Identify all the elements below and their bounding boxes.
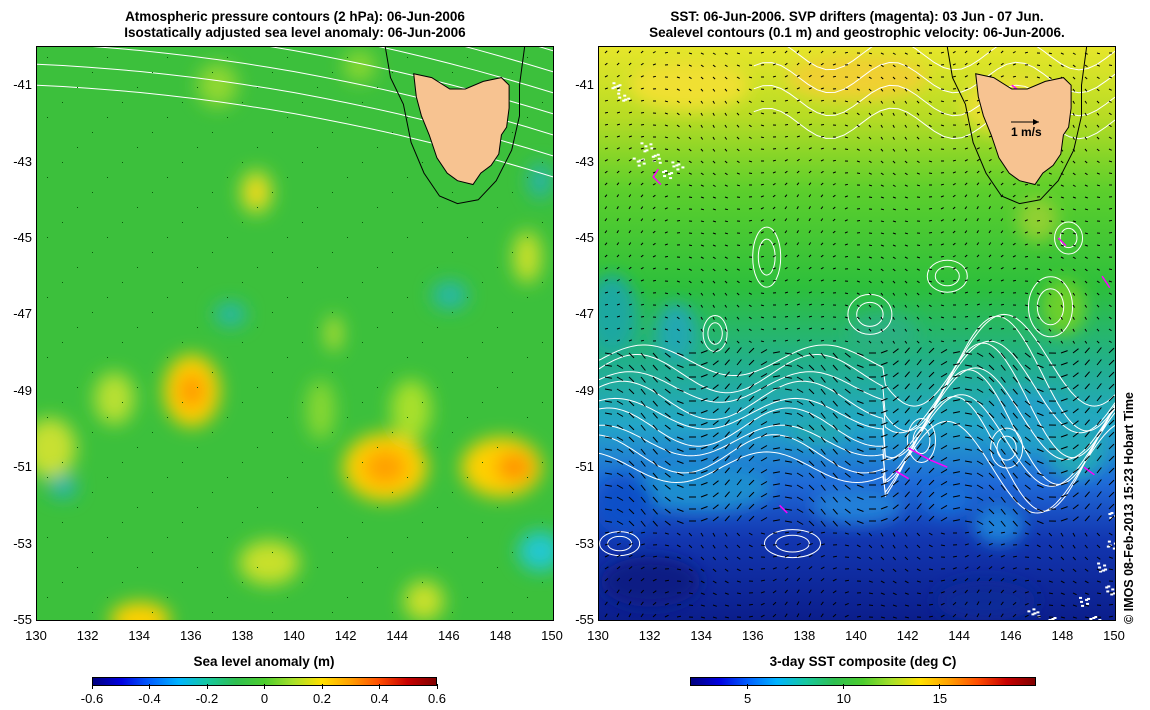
- colorbar-tick-mark: [436, 684, 438, 689]
- colorbar-tick-mark: [264, 684, 265, 689]
- geostrophic-velocity-vectors: [604, 50, 1115, 619]
- colorbar-tick-label: 5: [744, 691, 752, 706]
- x-tick-label: 132: [76, 628, 99, 643]
- sst-colorbar: [690, 677, 1036, 686]
- x-tick-label: 138: [793, 628, 816, 643]
- y-tick-label: -45: [13, 230, 32, 245]
- sealevel-contours: [599, 47, 1115, 559]
- colorbar-tick-label: 0.6: [427, 691, 447, 706]
- copyright-label: © IMOS 08-Feb-2013 15:23 Hobart Time: [1122, 392, 1136, 624]
- x-tick-label: 150: [541, 628, 563, 643]
- y-tick-label: -45: [575, 230, 594, 245]
- y-tick-label: -49: [13, 382, 32, 398]
- y-tick-label: -51: [13, 459, 32, 475]
- x-tick-label: 136: [179, 628, 202, 643]
- coastline-contour: [384, 47, 526, 205]
- coastline-contour: [946, 47, 1088, 205]
- x-tick-label: 130: [587, 628, 609, 643]
- colorbar-tick-mark: [321, 684, 323, 689]
- left-title-line1: Atmospheric pressure contours (2 hPa): 0…: [125, 9, 465, 24]
- colorbar-tick-mark: [149, 684, 150, 689]
- x-tick-label: 146: [999, 628, 1022, 643]
- y-tick-label: -43: [575, 153, 594, 169]
- x-tick-label: 146: [437, 628, 460, 643]
- x-tick-label: 134: [690, 628, 713, 643]
- x-tick-label: 134: [128, 628, 151, 643]
- colorbar-tick-label: 15: [932, 691, 948, 706]
- colorbar-tick-label: -0.4: [138, 691, 161, 706]
- colorbar-tick-label: 10: [836, 691, 851, 706]
- svp-drifter-tracks: [652, 84, 1111, 514]
- sst-map: 1 m/s: [598, 46, 1116, 621]
- y-tick-label: -47: [575, 306, 594, 322]
- x-tick-label: 144: [386, 628, 409, 643]
- colorbar-tick-mark: [206, 684, 208, 689]
- x-tick-label: 140: [283, 628, 305, 643]
- colorbar-tick-mark: [939, 684, 941, 689]
- left-colorbar-title: Sea level anomaly (m): [193, 654, 335, 669]
- y-tick-label: -53: [13, 535, 32, 551]
- x-tick-label: 140: [845, 628, 867, 643]
- x-tick-label: 144: [948, 628, 971, 643]
- y-tick-label: -43: [13, 153, 32, 169]
- x-tick-label: 138: [231, 628, 254, 643]
- velocity-scale-arrow: [1011, 119, 1039, 125]
- colorbar-tick-label: -0.2: [195, 691, 219, 706]
- x-tick-label: 136: [741, 628, 764, 643]
- y-tick-label: -51: [575, 459, 594, 475]
- tasmania-land: [975, 73, 1072, 186]
- x-tick-label: 148: [1051, 628, 1074, 643]
- left-title-line2: Isostatically adjusted sea level anomaly…: [124, 25, 466, 40]
- x-tick-label: 142: [334, 628, 357, 643]
- right-colorbar-title: 3-day SST composite (deg C): [769, 654, 957, 669]
- colorbar-tick-mark: [843, 684, 845, 689]
- colorbar-tick-label: 0: [260, 691, 269, 706]
- y-tick-label: -53: [575, 535, 594, 551]
- colorbar-tick-mark: [91, 684, 93, 689]
- y-tick-label: -55: [13, 612, 32, 627]
- x-tick-label: 142: [896, 628, 919, 643]
- x-tick-label: 148: [489, 628, 512, 643]
- x-tick-label: 130: [25, 628, 47, 643]
- y-tick-label: -49: [575, 382, 594, 398]
- y-tick-label: -41: [575, 77, 594, 93]
- tasmania-land: [413, 73, 510, 186]
- colorbar-tick-label: 0.4: [370, 691, 389, 706]
- colorbar-tick-mark: [747, 684, 749, 689]
- colorbar-tick-label: 0.2: [312, 691, 332, 706]
- y-tick-label: -41: [13, 77, 32, 93]
- x-tick-label: 132: [638, 628, 661, 643]
- right-title-line2: Sealevel contours (0.1 m) and geostrophi…: [649, 25, 1065, 40]
- y-tick-label: -55: [575, 612, 594, 627]
- colorbar-tick-label: -0.6: [80, 691, 104, 706]
- cloud-gaps: [611, 82, 1115, 620]
- colorbar-tick-mark: [379, 684, 380, 689]
- y-tick-label: -47: [13, 306, 32, 322]
- velocity-scale-label: 1 m/s: [1011, 125, 1042, 139]
- sea-level-anomaly-map: [36, 46, 554, 621]
- right-title-line1: SST: 06-Jun-2006. SVP drifters (magenta)…: [670, 9, 1044, 24]
- x-tick-label: 150: [1103, 628, 1125, 643]
